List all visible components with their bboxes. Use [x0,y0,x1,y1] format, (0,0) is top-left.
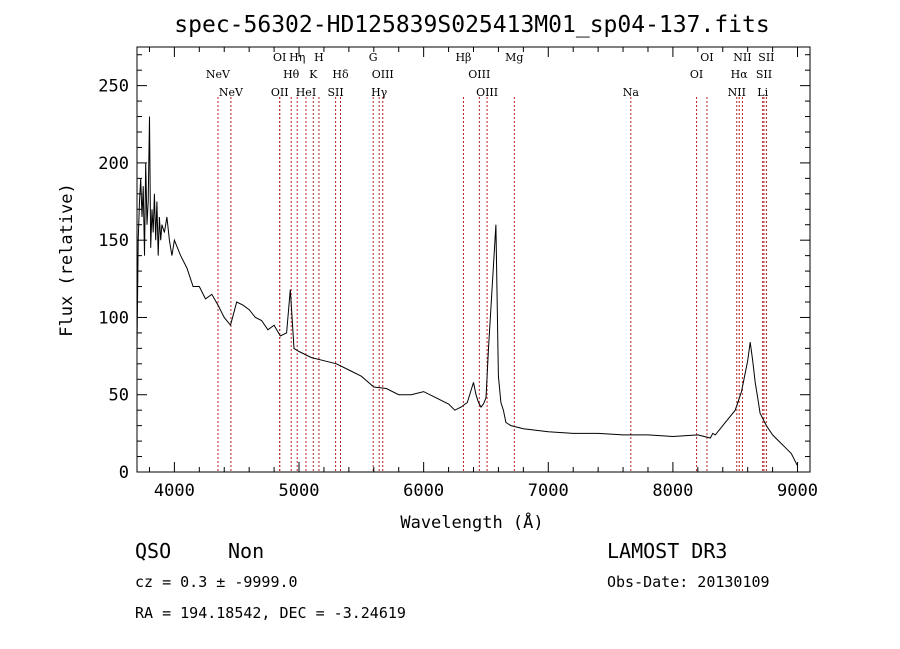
x-axis-label: Wavelength (Å) [400,511,543,533]
emission-line-label: OIII [476,86,498,99]
emission-line-label: Li [757,86,768,99]
y-tick-label: 250 [98,77,129,97]
survey-name: LAMOST DR3 [607,539,727,563]
y-tick-label: 0 [119,463,129,483]
emission-line-label: H [314,51,324,64]
object-class: QSO [135,539,171,563]
emission-line-label: G [369,51,378,64]
spectrum-series [136,116,798,467]
y-tick-label: 150 [98,231,129,251]
emission-line-label: NeV [206,68,231,81]
emission-line-label: OI [690,68,703,81]
emission-line-label: SII [756,68,772,81]
y-tick-label: 50 [109,386,129,406]
x-tick-label: 5000 [279,481,320,501]
coordinates: RA = 194.18542, DEC = -3.24619 [135,604,406,622]
y-tick-label: 100 [98,308,129,328]
emission-line-label: Hη [289,51,305,64]
emission-line-label: OI [273,51,286,64]
emission-line-label: Hδ [332,68,349,81]
axis-tick-labels: 4000 5000 6000 7000 8000 9000 0 50 100 150 200 250 [98,77,818,501]
emission-line-label: HeI [296,86,316,99]
emission-line-label: OIII [468,68,490,81]
emission-line-label: Hθ [283,68,300,81]
emission-line-label: SII [758,51,774,64]
chart-title: spec-56302-HD125839S025413M01_sp04-137.f… [174,12,769,38]
x-tick-label: 8000 [652,481,693,501]
x-tick-label: 4000 [154,481,195,501]
emission-line-label: Na [623,86,640,99]
axis-ticks [137,47,810,473]
x-tick-label: 6000 [403,481,444,501]
emission-line-label: OII [271,86,289,99]
emission-line-label: NII [733,51,751,64]
emission-line-label: SII [327,86,343,99]
x-tick-label: 9000 [777,481,818,501]
emission-line-label: K [309,68,318,81]
emission-line-label: Hγ [371,86,388,99]
object-subclass: Non [228,539,264,563]
emission-line-label: OI [700,51,713,64]
emission-lines [217,97,767,472]
emission-line-label: Hα [731,68,749,81]
emission-line-label: Hβ [455,51,471,64]
x-tick-label: 7000 [528,481,569,501]
emission-line-labels: NeV NeV OII OI Hθ Hη HeI KH Hδ SII G OIII Hγ Hβ OIII OI… [206,51,775,99]
emission-line-label: NeV [219,86,244,99]
emission-line-label: OIII [372,68,394,81]
y-axis-label: Flux (relative) [57,183,77,337]
y-tick-label: 200 [98,154,129,174]
redshift-readout: cz = 0.3 ± -9999.0 [135,573,298,591]
obs-date: Obs-Date: 20130109 [607,573,770,591]
emission-line-label: NII [728,86,746,99]
plot-frame [136,46,811,473]
emission-line-label: Mg [505,51,523,64]
